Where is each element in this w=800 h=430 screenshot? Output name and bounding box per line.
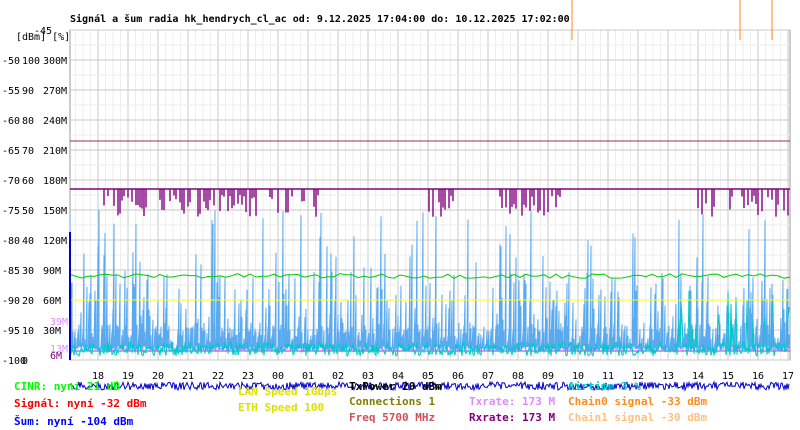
x-tick: 00 xyxy=(272,371,284,382)
x-tick: 22 xyxy=(212,371,224,382)
legend-noise: Šum: nyní -104 dBm xyxy=(14,415,134,428)
x-tick: 08 xyxy=(512,371,524,382)
x-tick: 21 xyxy=(182,371,194,382)
y-tick-rate: 120M xyxy=(43,236,67,247)
legend-txrate: Txrate: 173 M xyxy=(469,395,556,408)
y-tick-rate: 210M xyxy=(43,146,67,157)
x-tick: 01 xyxy=(302,371,314,382)
legend-connections: Connections 1 xyxy=(349,395,436,408)
y-tick-dbm: -50 xyxy=(2,56,20,67)
x-tick: 12 xyxy=(632,371,644,382)
y-tick-rate: 90M xyxy=(43,266,61,277)
y-tick-percent: 70 xyxy=(22,146,34,157)
axis-units: [dBm] [%] xyxy=(16,32,70,43)
y-tick-rate-inner: 39M xyxy=(50,317,68,328)
x-tick: 23 xyxy=(242,371,254,382)
legend-eth-speed: ETH Speed 100 xyxy=(238,401,325,414)
y-tick-rate: 270M xyxy=(43,86,67,97)
x-tick: 18 xyxy=(92,371,104,382)
y-tick-rate: 300M xyxy=(43,56,67,67)
legend-txpower: TxPower 20 dBm xyxy=(349,380,442,393)
legend-cinr: CINR: nyní 21 dB xyxy=(14,380,120,393)
y-tick-dbm: -55 xyxy=(2,86,20,97)
y-tick-rate-inner: 13M xyxy=(50,344,68,355)
y-tick-dbm: -45 xyxy=(34,26,52,37)
legend-chain0: Chain0 signal -33 dBm xyxy=(568,395,708,408)
y-tick-percent: 100 xyxy=(22,56,40,67)
x-tick: 04 xyxy=(392,371,404,382)
x-tick: 14 xyxy=(692,371,704,382)
y-tick-percent: 60 xyxy=(22,176,34,187)
legend-chain1: Chain1 signal -30 dBm xyxy=(568,411,708,424)
x-tick: 02 xyxy=(332,371,344,382)
y-tick-rate: 60M xyxy=(43,296,61,307)
x-tick: 07 xyxy=(482,371,494,382)
x-tick: 17 xyxy=(782,371,794,382)
y-tick-dbm: -90 xyxy=(2,296,20,307)
y-tick-dbm: -60 xyxy=(2,116,20,127)
x-tick: 09 xyxy=(542,371,554,382)
y-tick-dbm: -65 xyxy=(2,146,20,157)
x-tick: 15 xyxy=(722,371,734,382)
x-tick: 10 xyxy=(572,371,584,382)
legend-rxrate: Rxrate: 173 M xyxy=(469,411,556,424)
x-tick: 05 xyxy=(422,371,434,382)
y-tick-percent: 50 xyxy=(22,206,34,217)
series-noise xyxy=(69,380,790,392)
y-tick-dbm: -85 xyxy=(2,266,20,277)
legend-airtime: Airtime 3 % xyxy=(568,380,641,393)
y-tick-percent: 20 xyxy=(22,296,34,307)
x-tick: 13 xyxy=(662,371,674,382)
y-tick-rate: 240M xyxy=(43,116,67,127)
y-tick-rate: 150M xyxy=(43,206,67,217)
y-tick-percent: 40 xyxy=(22,236,34,247)
chart-title: Signál a šum radia hk_hendrych_cl_ac od:… xyxy=(70,13,570,25)
series-rxrate xyxy=(69,290,790,358)
y-tick-dbm: -70 xyxy=(2,176,20,187)
y-tick-dbm: -75 xyxy=(2,206,20,217)
y-tick-percent: 80 xyxy=(22,116,34,127)
legend-lan-speed: LAN Speed 1Gbps xyxy=(238,385,338,398)
x-tick: 06 xyxy=(452,371,464,382)
series-cinr xyxy=(69,273,791,279)
y-tick-percent: 0 xyxy=(22,356,28,367)
series-txrate xyxy=(69,210,790,360)
y-tick-rate: 180M xyxy=(43,176,67,187)
y-tick-rate: 30M xyxy=(43,326,61,337)
legend-signal: Signál: nyní -32 dBm xyxy=(14,397,147,410)
x-tick: 11 xyxy=(602,371,614,382)
y-tick-dbm: -100 xyxy=(2,356,26,367)
y-tick-percent: 90 xyxy=(22,86,34,97)
y-tick-percent: 30 xyxy=(22,266,34,277)
x-tick: 20 xyxy=(152,371,164,382)
y-tick-rate-inner: 6M xyxy=(50,351,62,362)
y-tick-percent: 10 xyxy=(22,326,34,337)
x-tick: 16 xyxy=(752,371,764,382)
legend-freq: Freq 5700 MHz xyxy=(349,411,436,424)
x-tick: 19 xyxy=(122,371,134,382)
y-tick-dbm: -95 xyxy=(2,326,20,337)
x-tick: 03 xyxy=(362,371,374,382)
y-tick-dbm: -80 xyxy=(2,236,20,247)
